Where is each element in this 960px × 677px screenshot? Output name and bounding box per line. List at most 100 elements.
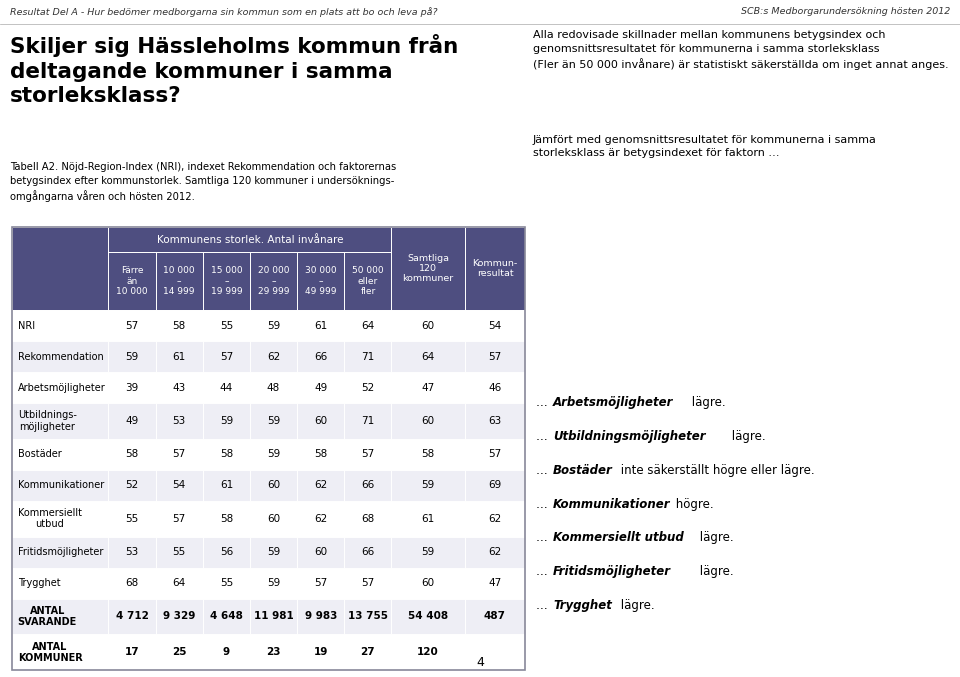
- Bar: [203, 341, 250, 372]
- Text: 59: 59: [267, 450, 280, 460]
- Text: 4 648: 4 648: [210, 611, 243, 621]
- Bar: [156, 470, 203, 501]
- Bar: [203, 537, 250, 567]
- Text: 52: 52: [361, 383, 374, 393]
- Bar: [465, 403, 525, 439]
- Bar: [12, 537, 108, 567]
- Bar: [12, 634, 108, 670]
- Text: 20 000
–
29 999: 20 000 – 29 999: [258, 267, 289, 297]
- Bar: [392, 227, 465, 310]
- Text: 60: 60: [267, 481, 280, 490]
- Bar: [108, 537, 156, 567]
- Text: Kommunikationer: Kommunikationer: [553, 498, 670, 510]
- Text: 59: 59: [267, 321, 280, 331]
- Text: 46: 46: [489, 383, 502, 393]
- Text: Kommunens storlek. Antal invånare: Kommunens storlek. Antal invånare: [156, 234, 344, 244]
- Text: 23: 23: [266, 647, 281, 657]
- Text: Fritidsmöjligheter: Fritidsmöjligheter: [17, 547, 103, 557]
- Text: 59: 59: [220, 416, 233, 426]
- Bar: [12, 227, 108, 310]
- Text: 59: 59: [267, 547, 280, 557]
- Text: 58: 58: [314, 450, 327, 460]
- Text: högre.: högre.: [673, 498, 714, 510]
- Text: 39: 39: [126, 383, 138, 393]
- Bar: [345, 253, 392, 310]
- Bar: [465, 567, 525, 598]
- Bar: [12, 403, 108, 439]
- Bar: [156, 341, 203, 372]
- Text: 69: 69: [489, 481, 502, 490]
- Bar: [392, 310, 465, 341]
- Text: …: …: [536, 396, 551, 409]
- Text: 19: 19: [314, 647, 328, 657]
- Bar: [250, 439, 298, 470]
- Bar: [156, 537, 203, 567]
- Bar: [156, 439, 203, 470]
- Bar: [203, 634, 250, 670]
- Bar: [465, 227, 525, 310]
- Text: 71: 71: [361, 351, 374, 362]
- Text: 71: 71: [361, 416, 374, 426]
- Bar: [203, 439, 250, 470]
- Bar: [108, 501, 156, 537]
- Text: 9 329: 9 329: [163, 611, 196, 621]
- Bar: [250, 598, 298, 634]
- Bar: [345, 598, 392, 634]
- Text: 59: 59: [267, 416, 280, 426]
- Bar: [345, 501, 392, 537]
- Bar: [298, 403, 345, 439]
- Bar: [156, 501, 203, 537]
- Bar: [298, 537, 345, 567]
- Text: Kommersiellt utbud: Kommersiellt utbud: [553, 531, 684, 544]
- Bar: [12, 439, 108, 470]
- Text: inte säkerställt högre eller lägre.: inte säkerställt högre eller lägre.: [616, 464, 814, 477]
- Bar: [203, 310, 250, 341]
- Bar: [298, 372, 345, 403]
- Text: Färre
än
10 000: Färre än 10 000: [116, 267, 148, 297]
- Text: 25: 25: [172, 647, 186, 657]
- Bar: [465, 598, 525, 634]
- Text: 58: 58: [173, 321, 186, 331]
- Bar: [465, 634, 525, 670]
- Text: Tabell A2. Nöjd-Region-Index (NRI), indexet Rekommendation och faktorernas
betyg: Tabell A2. Nöjd-Region-Index (NRI), inde…: [10, 162, 396, 202]
- Text: 44: 44: [220, 383, 233, 393]
- Text: SCB:s Medborgarundersökning hösten 2012: SCB:s Medborgarundersökning hösten 2012: [741, 7, 950, 16]
- Text: 61: 61: [220, 481, 233, 490]
- Text: …: …: [536, 531, 551, 544]
- Bar: [345, 310, 392, 341]
- Bar: [345, 372, 392, 403]
- Bar: [345, 403, 392, 439]
- Text: 54 408: 54 408: [408, 611, 448, 621]
- Text: 49: 49: [314, 383, 327, 393]
- Bar: [250, 253, 298, 310]
- Bar: [108, 341, 156, 372]
- Text: 57: 57: [489, 351, 502, 362]
- Text: 49: 49: [126, 416, 138, 426]
- Text: lägre.: lägre.: [688, 396, 726, 409]
- Bar: [392, 598, 465, 634]
- Text: 63: 63: [489, 416, 502, 426]
- Text: 10 000
–
14 999: 10 000 – 14 999: [163, 267, 195, 297]
- Text: 62: 62: [267, 351, 280, 362]
- Text: 54: 54: [489, 321, 502, 331]
- Bar: [108, 253, 156, 310]
- Bar: [250, 537, 298, 567]
- Text: 9: 9: [223, 647, 230, 657]
- Text: 47: 47: [421, 383, 435, 393]
- Text: 58: 58: [421, 450, 435, 460]
- Text: 59: 59: [421, 481, 435, 490]
- Text: 55: 55: [126, 514, 138, 524]
- Bar: [108, 470, 156, 501]
- Text: 62: 62: [314, 514, 327, 524]
- Bar: [298, 634, 345, 670]
- Bar: [250, 501, 298, 537]
- Text: 57: 57: [489, 450, 502, 460]
- Bar: [156, 253, 203, 310]
- Text: …: …: [536, 599, 551, 612]
- Text: 50 000
eller
fler: 50 000 eller fler: [352, 267, 384, 297]
- Bar: [108, 227, 392, 253]
- Bar: [108, 310, 156, 341]
- Bar: [156, 567, 203, 598]
- Bar: [156, 598, 203, 634]
- Text: 53: 53: [173, 416, 186, 426]
